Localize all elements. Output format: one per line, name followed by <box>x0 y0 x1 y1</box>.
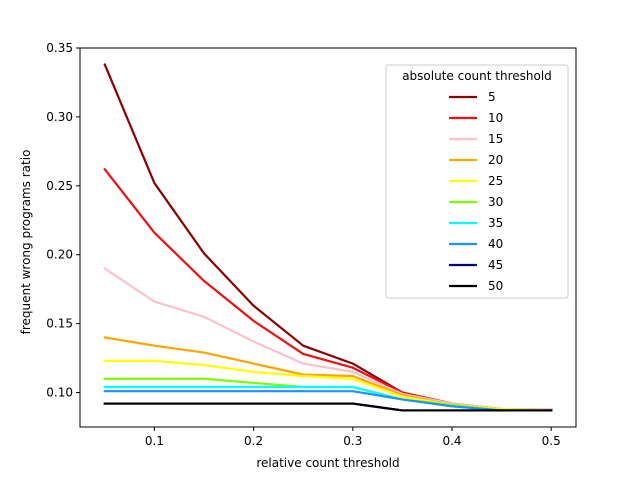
y-tick-label: 0.25 <box>46 179 73 193</box>
series-layer <box>103 63 553 412</box>
x-tick-label: 0.5 <box>542 434 561 448</box>
y-tick-label: 0.15 <box>46 317 73 331</box>
y-tick-label: 0.20 <box>46 248 73 262</box>
y-tick-label: 0.35 <box>46 41 73 55</box>
series-line-50 <box>103 402 553 412</box>
x-tick-label: 0.1 <box>145 434 164 448</box>
legend: absolute count threshold 5 10 15 20 25 30 35 40… <box>385 64 569 299</box>
legend-label: 5 <box>488 90 496 104</box>
x-tick-label: 0.2 <box>244 434 263 448</box>
legend-label: 30 <box>488 195 503 209</box>
series-line-20 <box>103 336 553 412</box>
axes-layer: 0.1 0.2 0.3 0.4 0.5 0.10 0.15 0.20 0.25 0.30 0.35 <box>46 41 577 448</box>
x-axis-label: relative count threshold <box>256 456 399 470</box>
legend-label: 50 <box>488 279 503 293</box>
legend-entries: 5 10 15 20 25 30 35 40 45 50 <box>449 90 503 293</box>
legend-label: 40 <box>488 237 503 251</box>
legend-label: 25 <box>488 174 503 188</box>
y-axis-label: frequent wrong programs ratio <box>19 150 33 335</box>
legend-label: 35 <box>488 216 503 230</box>
x-tick-label: 0.4 <box>442 434 461 448</box>
legend-label: 45 <box>488 258 503 272</box>
legend-label: 10 <box>488 111 503 125</box>
y-tick-label: 0.10 <box>46 386 73 400</box>
series-line-40 <box>103 390 553 412</box>
legend-label: 20 <box>488 153 503 167</box>
y-tick-label: 0.30 <box>46 110 73 124</box>
series-line-30 <box>103 377 553 412</box>
legend-title: absolute count threshold <box>402 69 552 83</box>
legend-label: 15 <box>488 132 503 146</box>
plot-frame <box>79 47 577 428</box>
x-tick-label: 0.3 <box>343 434 362 448</box>
